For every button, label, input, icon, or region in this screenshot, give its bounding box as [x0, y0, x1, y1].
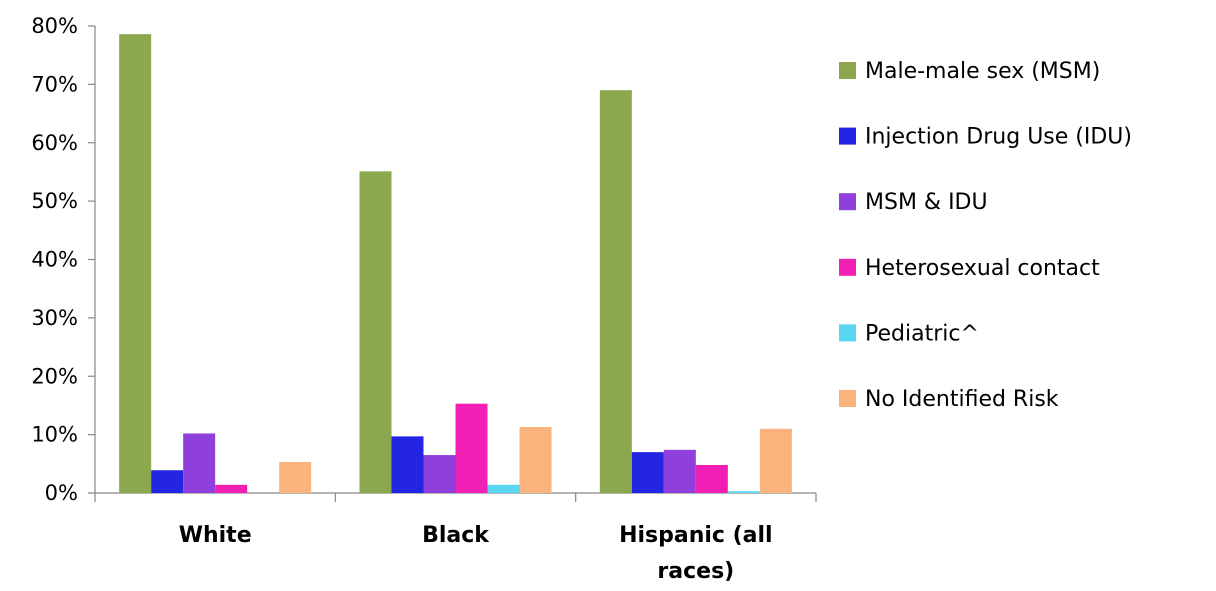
- bar-3-1: [183, 433, 216, 493]
- legend-swatch: [839, 127, 856, 145]
- legend-label: Male-male sex (MSM): [865, 59, 1100, 84]
- legend: Male-male sex (MSM) Injection Drug Use (I…: [839, 59, 1132, 412]
- legend-swatch: [839, 324, 856, 342]
- legend-swatch: [839, 62, 856, 79]
- bar-1-3: [599, 90, 632, 494]
- bar-6-1: [279, 462, 312, 493]
- y-tick-label: 50%: [31, 189, 78, 213]
- legend-label: Injection Drug Use (IDU): [865, 125, 1132, 150]
- legend-label: MSM & IDU: [865, 190, 988, 215]
- y-tick-label: 70%: [31, 72, 78, 96]
- bar-4-1: [215, 484, 248, 493]
- legend-label: No Identified Risk: [865, 387, 1059, 412]
- bar-3-2: [423, 455, 456, 493]
- y-tick-label: 60%: [31, 131, 78, 155]
- category-label: White: [179, 523, 252, 548]
- bar-5-2: [487, 484, 520, 493]
- legend-swatch: [839, 390, 856, 407]
- y-tick-label: 30%: [31, 306, 78, 330]
- bar-2-3: [631, 452, 664, 493]
- bar-1-2: [359, 171, 392, 493]
- bar-5-3: [727, 491, 760, 493]
- y-tick-label: 10%: [31, 423, 78, 447]
- bar-6-2: [519, 427, 552, 493]
- legend-label: Heterosexual contact: [865, 256, 1100, 281]
- y-tick-label: 20%: [31, 364, 78, 388]
- bar-6-3: [759, 428, 792, 493]
- x-axis: White Black Hispanic (all races): [94, 492, 817, 584]
- bar-2-2: [391, 436, 424, 493]
- bar-2-1: [151, 470, 184, 493]
- bar-1-1: [119, 34, 152, 494]
- y-axis: 0% 10% 20% 30% 40% 50% 60% 70% 80%: [31, 14, 96, 505]
- y-tick-label: 40%: [31, 248, 78, 272]
- y-tick-label: 0%: [45, 481, 78, 505]
- category-label: Black: [422, 523, 490, 548]
- y-tick-label: 80%: [31, 14, 78, 38]
- bar-4-3: [695, 464, 728, 493]
- category-label: Hispanic (all races): [619, 523, 773, 584]
- bar-3-3: [663, 449, 696, 493]
- bar-4-2: [455, 403, 488, 493]
- bars: [119, 34, 792, 494]
- legend-swatch: [839, 258, 856, 276]
- legend-swatch: [839, 193, 856, 211]
- legend-label: Pediatric^: [865, 321, 979, 346]
